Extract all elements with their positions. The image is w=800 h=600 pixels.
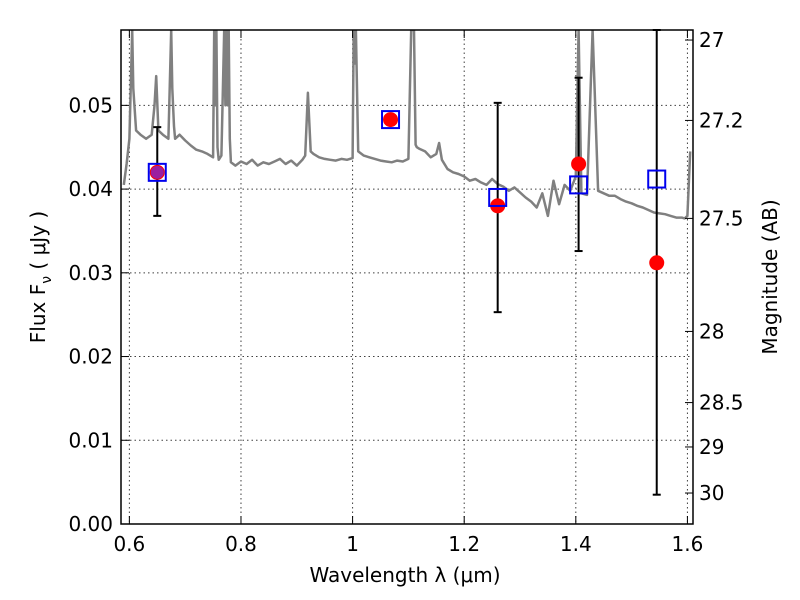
x-tick-label: 1.6 (672, 532, 704, 556)
observed-point (649, 255, 665, 271)
y-axis-label: Flux Fν ( μJy ) (26, 211, 55, 343)
x-tick-label: 1.2 (448, 532, 480, 556)
y-tick-label: 0.04 (68, 177, 113, 201)
marker-layer (147, 110, 667, 271)
model-square (147, 162, 167, 182)
right-axis-ticks: 27 27.2 27.5 28 28.5 29 30 (685, 28, 744, 505)
x-tick-label: 0.6 (113, 532, 145, 556)
y-axis-label-main: Flux F (26, 284, 50, 343)
y-axis-label-sub: ν (39, 276, 55, 284)
x-tick-label: 0.8 (225, 532, 257, 556)
right-tick-label: 27 (699, 28, 724, 52)
observed-point (571, 156, 587, 172)
x-axis-label: Wavelength λ (μm) (309, 563, 500, 587)
x-axis-ticks: 0.6 0.8 1 1.2 1.4 1.6 (113, 30, 703, 556)
right-axis-label: Magnitude (AB) (758, 199, 782, 354)
model-square (488, 187, 508, 207)
model-square (381, 110, 401, 130)
spectrum-line (122, 30, 692, 220)
right-tick-label: 28 (699, 319, 724, 343)
right-tick-label: 29 (699, 435, 724, 459)
right-tick-label: 27.2 (699, 108, 744, 132)
spectrum-layer (122, 30, 692, 220)
x-tick-label: 1 (346, 532, 359, 556)
y-tick-label: 0.01 (68, 428, 113, 452)
blended-point (150, 165, 164, 179)
y-tick-label: 0.02 (68, 345, 113, 369)
y-tick-label: 0.03 (68, 261, 113, 285)
right-tick-label: 28.5 (699, 391, 744, 415)
y-axis-ticks: 0.00 0.01 0.02 0.03 0.04 0.05 (68, 93, 129, 536)
y-axis-label-unit: ( μJy ) (26, 211, 50, 276)
x-tick-label: 1.4 (560, 532, 592, 556)
right-tick-label: 27.5 (699, 206, 744, 230)
y-tick-label: 0.05 (68, 93, 113, 117)
plot-background (121, 30, 693, 524)
observed-point (383, 112, 399, 128)
plot-frame (120, 29, 694, 525)
model-square (569, 175, 589, 195)
model-square (647, 169, 667, 189)
right-tick-label: 30 (699, 481, 724, 505)
y-tick-label: 0.00 (68, 512, 113, 536)
